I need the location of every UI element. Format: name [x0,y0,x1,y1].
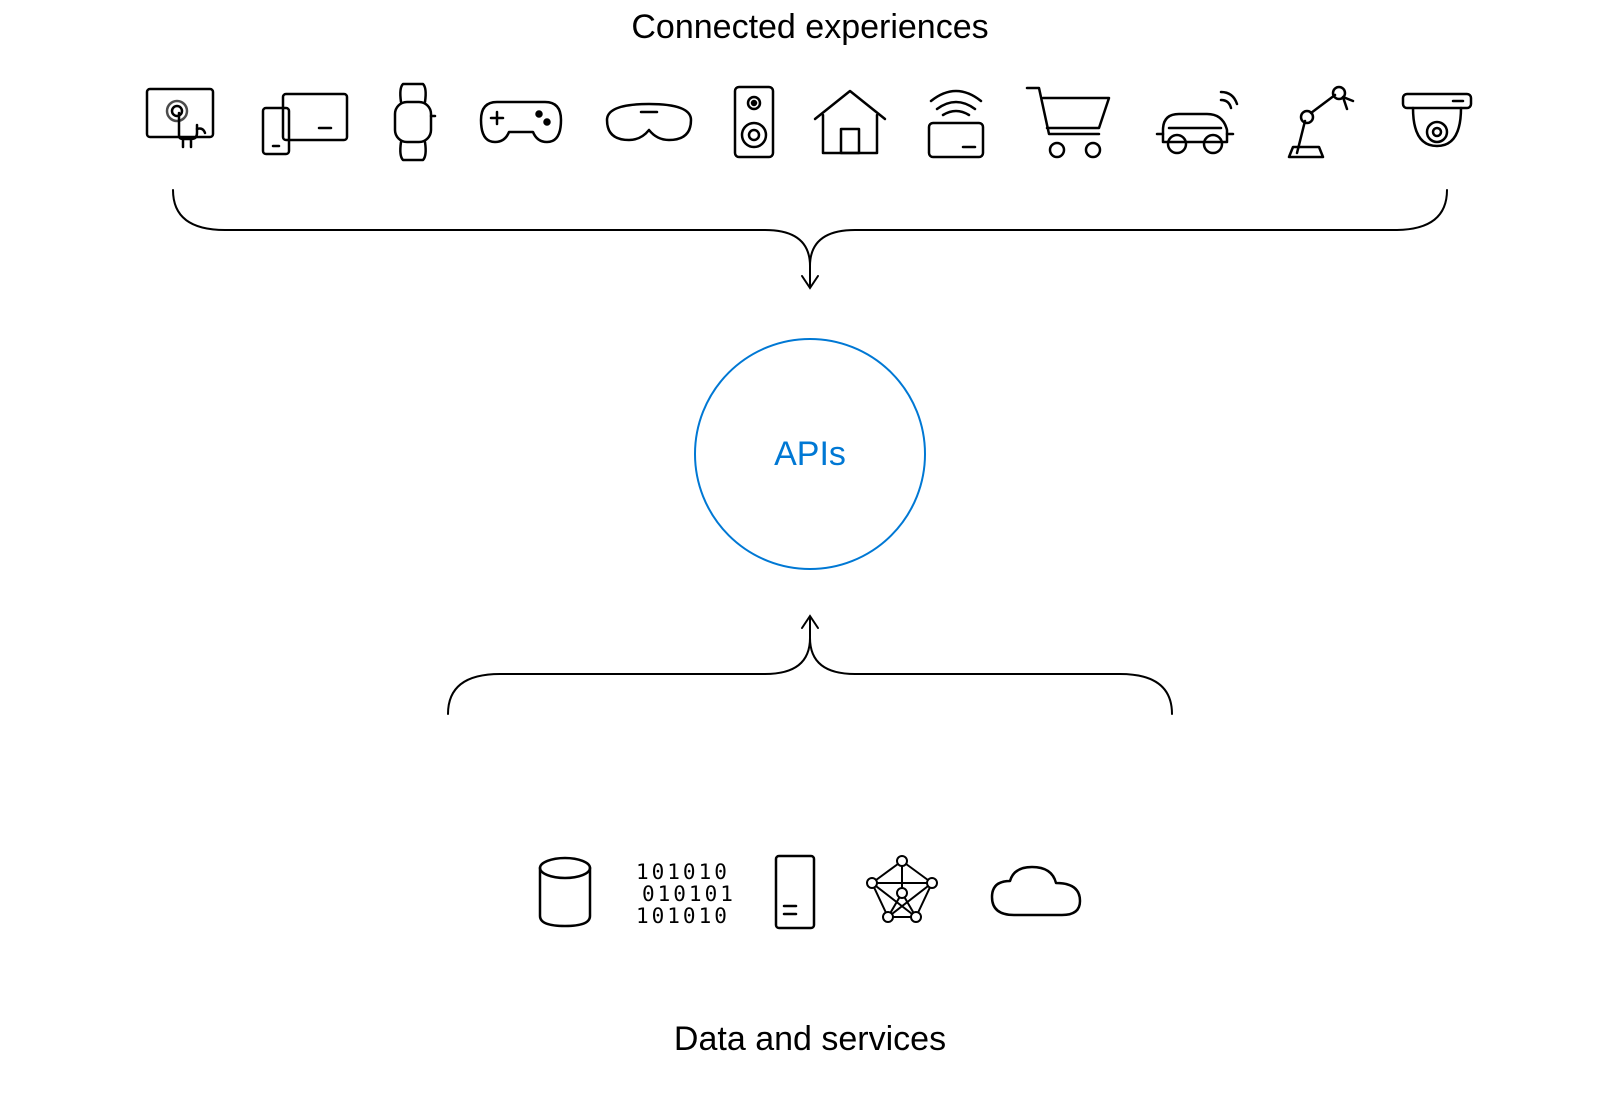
svg-text:101010: 101010 [636,860,730,884]
top-brace [165,186,1455,296]
bottom-icon-row: 101010 010101 101010 [534,852,1086,932]
devices-icon [259,86,351,158]
bottom-brace [440,608,1180,718]
cloud-icon [986,861,1086,923]
apis-label: APIs [774,435,846,474]
game-controller-icon [475,94,567,150]
database-icon [534,854,596,930]
svg-text:101010: 101010 [636,904,730,927]
speaker-icon [731,83,777,161]
binary-data-icon: 101010 010101 101010 [636,857,732,927]
top-icon-row [143,80,1477,164]
top-title: Connected experiences [631,8,988,47]
network-graph-icon [858,853,946,931]
touch-screen-icon [143,83,225,161]
connected-car-icon [1149,84,1251,160]
vr-headset-icon [601,98,697,146]
server-icon [772,852,818,932]
robot-arm-icon [1285,81,1361,163]
apis-circle: APIs [694,338,926,570]
wireless-payment-icon [923,83,989,161]
home-icon [811,85,889,159]
security-camera-icon [1395,88,1477,156]
shopping-cart-icon [1023,82,1115,162]
bottom-title: Data and services [674,1020,946,1059]
smartwatch-icon [385,80,441,164]
svg-text:010101: 010101 [642,882,732,906]
